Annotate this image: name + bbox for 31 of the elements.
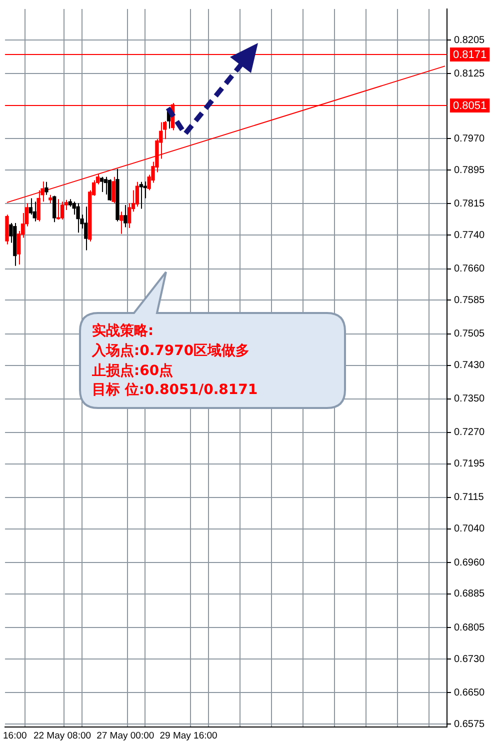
y-tick-label: 0.7350 bbox=[454, 394, 486, 405]
y-tick-label: 0.6805 bbox=[454, 622, 486, 634]
y-tick-label: 0.6730 bbox=[454, 654, 486, 665]
y-tick-label: 0.7970 bbox=[454, 133, 486, 144]
annotation: 止损点:60点 bbox=[92, 362, 174, 380]
y-tick-label: 0.7815 bbox=[454, 198, 486, 210]
y-tick-label: 0.8205 bbox=[454, 34, 486, 46]
x-tick-label: 16:00 bbox=[2, 730, 27, 742]
y-tick-label: 0.7585 bbox=[454, 294, 486, 306]
y-tick-label: 0.7895 bbox=[454, 164, 486, 176]
y-tick-label: 0.7270 bbox=[454, 427, 486, 438]
y-tick-label: 0.6575 bbox=[454, 718, 486, 730]
y-tick-label: 0.7195 bbox=[454, 458, 486, 470]
y-tick-label: 0.6885 bbox=[454, 588, 486, 600]
annotation: 实战策略: bbox=[92, 322, 154, 340]
annotation: 入场点:0.7970区域做多 bbox=[92, 342, 250, 360]
y-tick-label: 0.7660 bbox=[454, 264, 486, 275]
y-tick-label: 0.8125 bbox=[454, 68, 486, 80]
y-tick-label: 0.7505 bbox=[454, 328, 486, 340]
x-tick-label: 22 May 08:00 bbox=[33, 730, 92, 742]
y-tick-label: 0.6960 bbox=[454, 557, 486, 568]
y-tick-label: 0.7430 bbox=[454, 360, 486, 372]
y-tick-label: 0.7115 bbox=[454, 492, 484, 504]
ref-line-label: 0.8051 bbox=[453, 100, 487, 112]
ref-line-label: 0.8171 bbox=[453, 49, 487, 62]
annotation: 目标 位:0.8051/0.8171 bbox=[92, 381, 258, 399]
y-tick-label: 0.7040 bbox=[454, 524, 486, 535]
x-tick-label: 27 May 00:00 bbox=[96, 730, 154, 742]
y-tick-label: 0.6650 bbox=[454, 687, 486, 698]
x-tick-label: 29 May 16:00 bbox=[160, 730, 218, 742]
y-tick-label: 0.7740 bbox=[454, 230, 486, 241]
